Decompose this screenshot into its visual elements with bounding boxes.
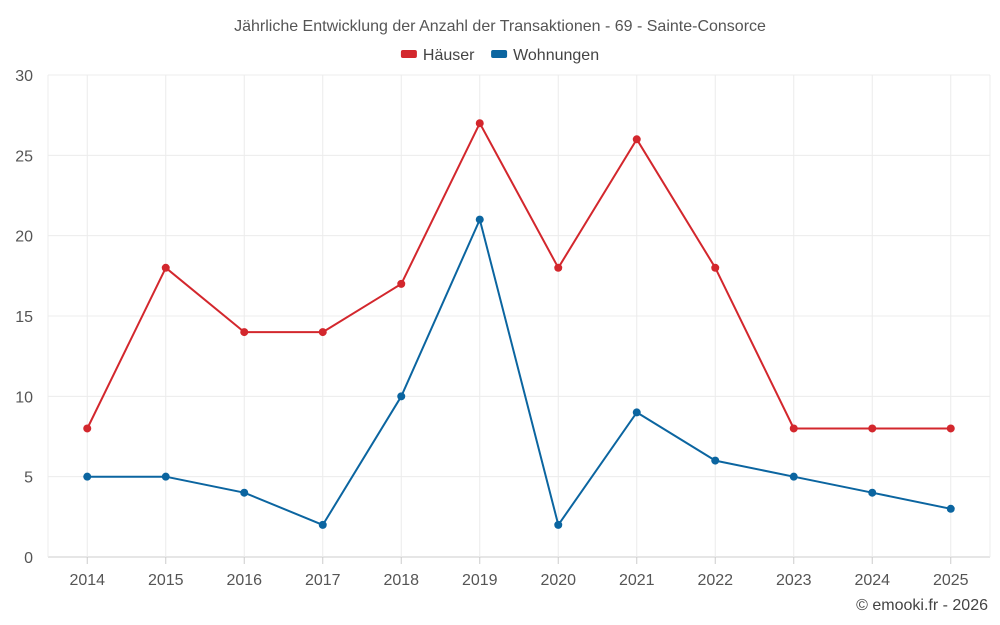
y-tick-label: 30 [15,68,33,85]
x-tick-label: 2021 [619,572,655,589]
chart-title: Jährliche Entwicklung der Anzahl der Tra… [234,18,766,35]
data-point[interactable] [161,263,170,272]
data-point[interactable] [83,472,92,481]
series-line [86,122,951,430]
x-tick-label: 2025 [933,572,969,589]
series-haeuser [83,119,955,433]
x-tick-label: 2022 [697,572,733,589]
data-point[interactable] [318,520,327,529]
x-tick-label: 2017 [305,572,341,589]
x-tick-label: 2018 [383,572,419,589]
legend: Häuser Wohnungen [400,47,599,64]
x-tick-label: 2016 [226,572,262,589]
x-tick-label: 2015 [148,572,184,589]
data-point[interactable] [240,328,249,337]
series-layer [83,119,955,529]
data-point[interactable] [946,504,955,513]
data-point[interactable] [161,472,170,481]
data-point[interactable] [475,215,484,224]
legend-item[interactable]: Wohnungen [491,47,599,64]
y-tick-label: 0 [24,550,33,567]
x-tick-label: 2014 [69,572,105,589]
data-point[interactable] [868,488,877,497]
credit-text: © emooki.fr - 2026 [856,597,988,614]
data-point[interactable] [789,424,798,433]
legend-item[interactable]: Häuser [400,47,475,64]
data-point[interactable] [789,472,798,481]
series-line [87,218,952,526]
y-tick-label: 15 [15,309,33,326]
data-point[interactable] [83,424,92,433]
y-axis-ticks: 0 5 10 15 20 25 30 [15,68,33,567]
data-point[interactable] [868,424,877,433]
x-tick-label: 2020 [540,572,576,589]
legend-label: Häuser [423,47,475,64]
series-wohnungen [83,215,955,529]
x-tick-label: 2023 [776,572,812,589]
x-tick-label: 2019 [462,572,498,589]
data-point[interactable] [554,263,563,272]
data-point[interactable] [554,520,563,529]
x-axis-ticks: 2014 2015 2016 2017 2018 2019 2020 2021 2022 2023… [69,557,969,589]
legend-swatch [400,50,417,58]
grid [47,74,991,558]
data-point[interactable] [632,408,641,417]
y-tick-label: 5 [24,470,33,487]
data-point[interactable] [397,279,406,288]
y-tick-label: 25 [15,148,33,165]
y-tick-label: 10 [15,389,33,406]
y-tick-label: 20 [15,229,33,246]
data-point[interactable] [946,424,955,433]
legend-label: Wohnungen [513,47,599,64]
x-tick-label: 2024 [854,572,890,589]
data-point[interactable] [318,328,327,337]
data-point[interactable] [240,488,249,497]
data-point[interactable] [397,392,406,401]
legend-swatch [491,50,508,58]
data-point[interactable] [711,263,720,272]
data-point[interactable] [475,119,484,128]
data-point[interactable] [711,456,720,465]
data-point[interactable] [632,135,641,144]
